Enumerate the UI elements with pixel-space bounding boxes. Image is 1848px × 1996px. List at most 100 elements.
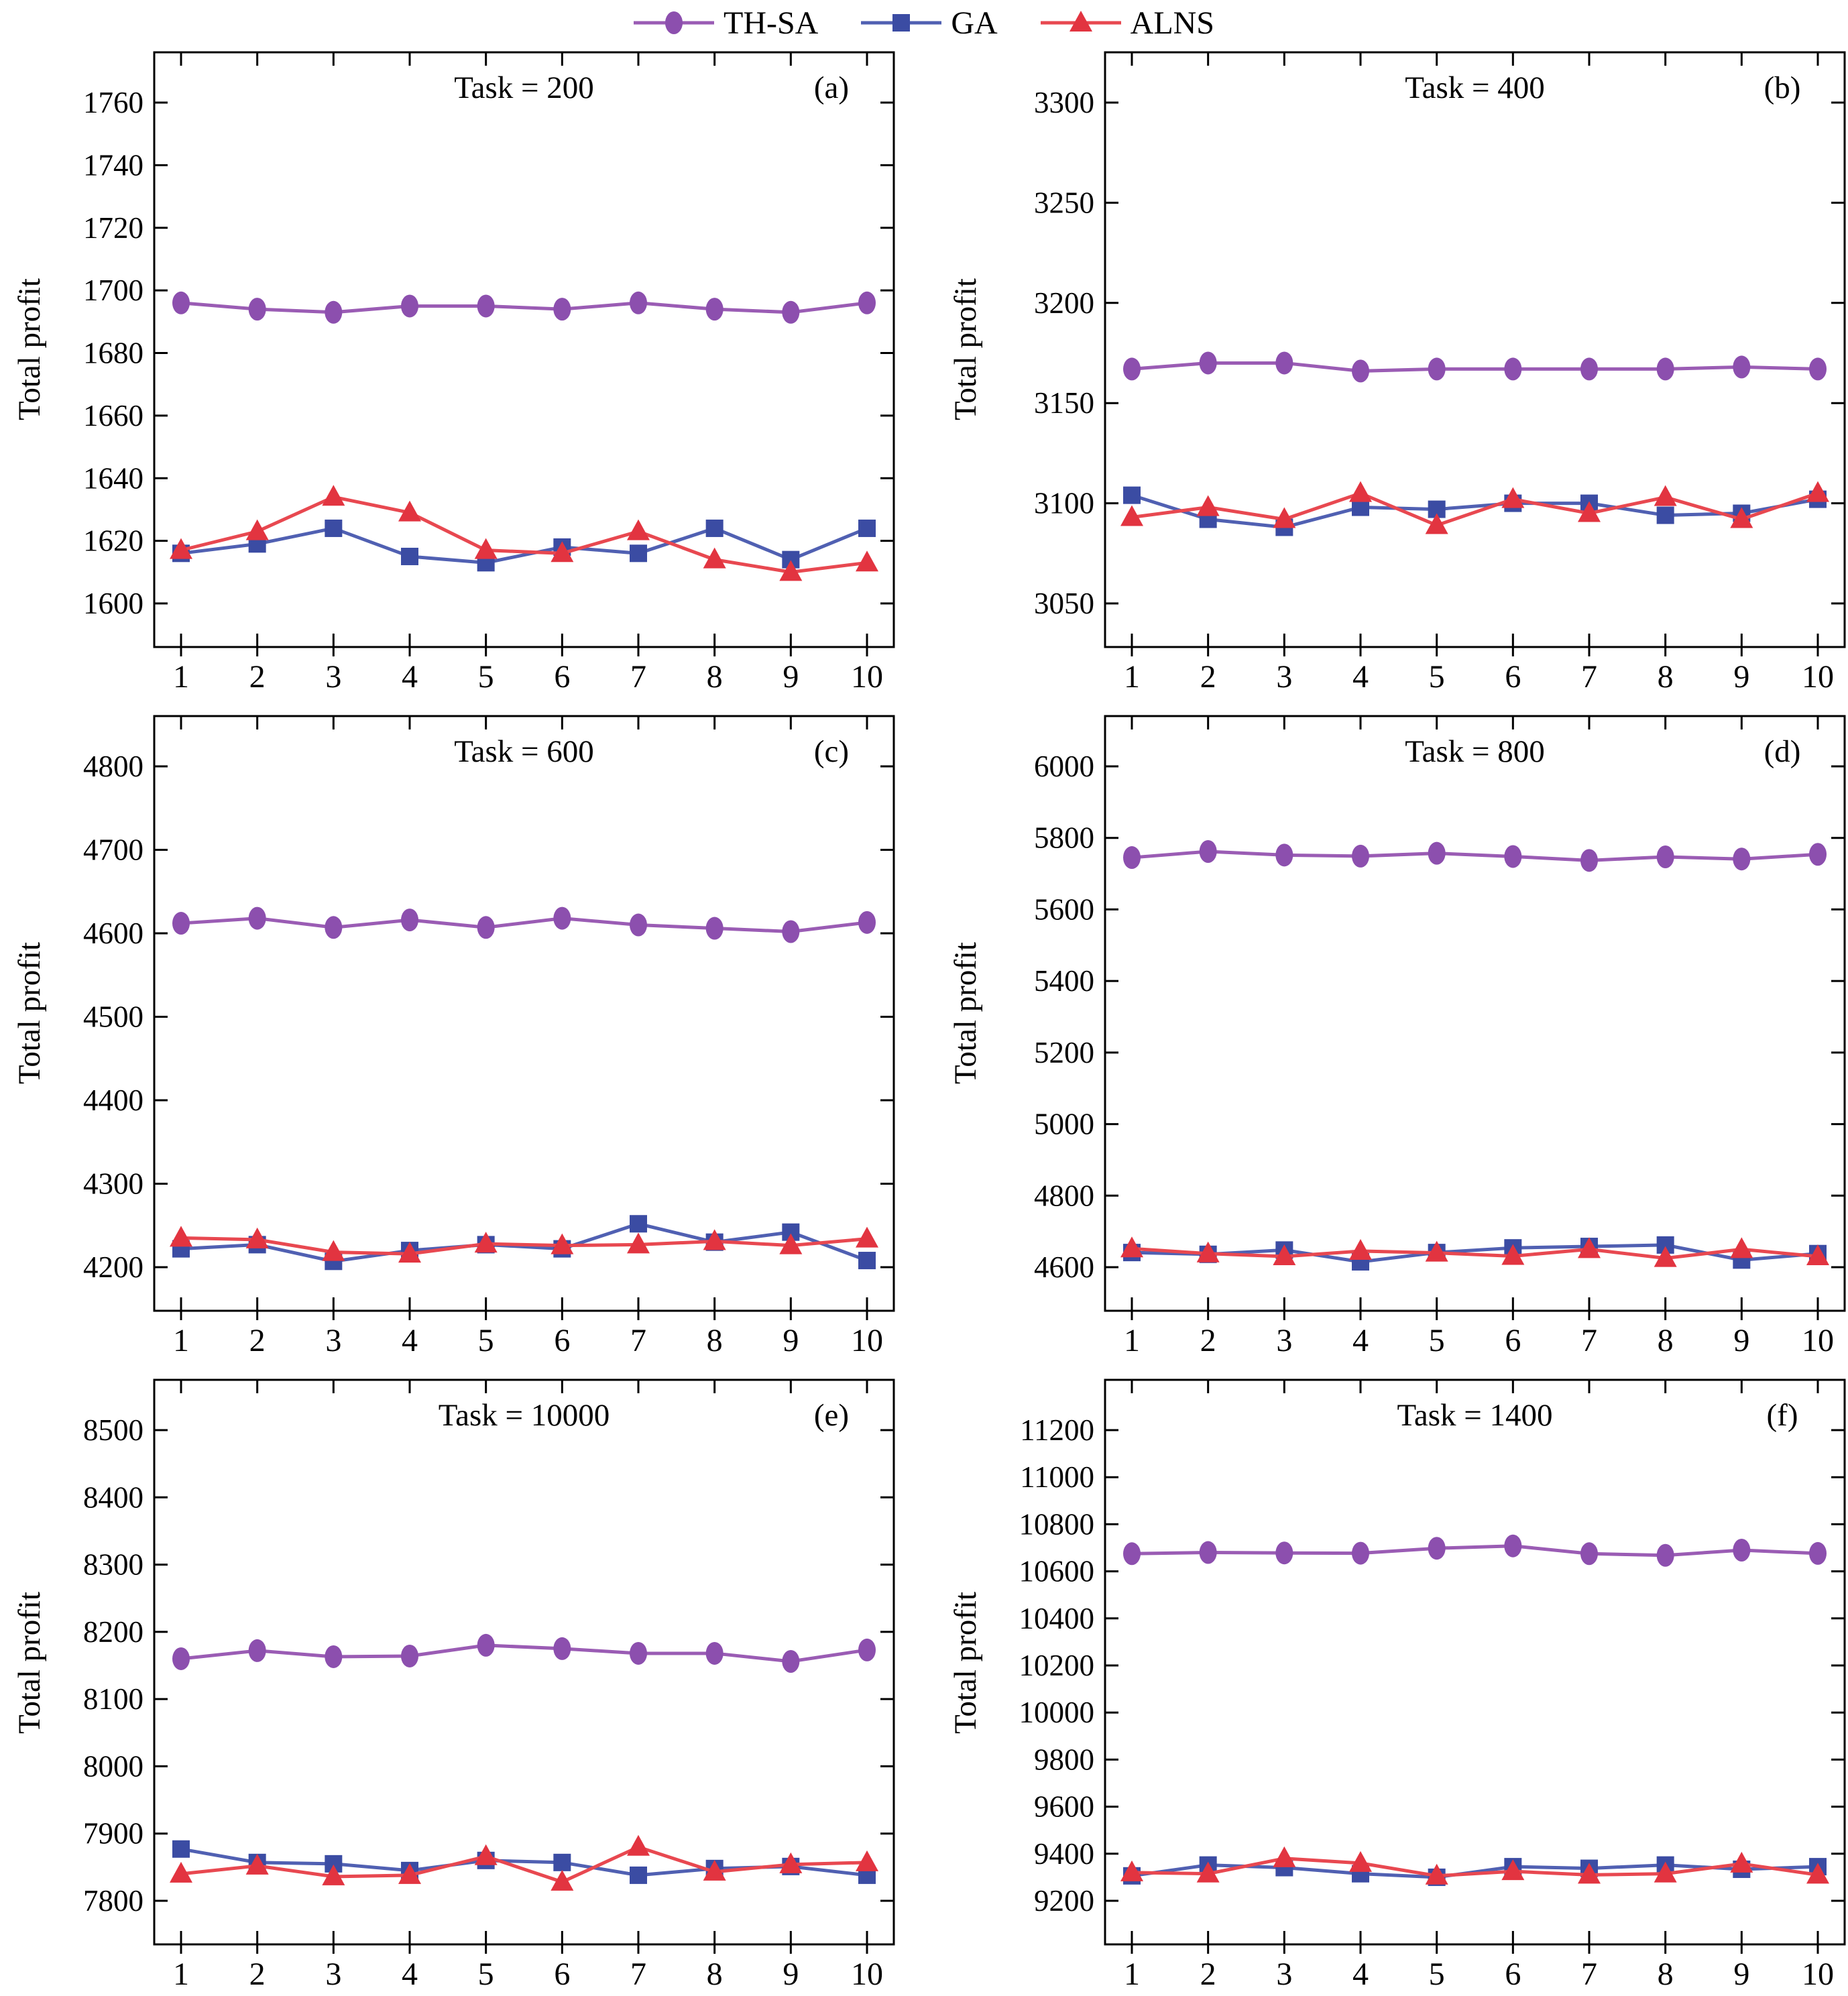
circle-marker xyxy=(705,298,724,321)
circle-marker xyxy=(553,1637,571,1660)
svg-text:5400: 5400 xyxy=(1034,964,1094,998)
svg-text:10: 10 xyxy=(1802,1323,1834,1358)
panel-e-title: Task = 10000 xyxy=(438,1398,610,1433)
triangle-marker xyxy=(856,1850,878,1871)
svg-text:7: 7 xyxy=(1581,1956,1597,1992)
svg-text:2: 2 xyxy=(249,1956,266,1992)
square-marker xyxy=(630,544,647,563)
svg-text:8: 8 xyxy=(707,659,723,695)
series-th-sa xyxy=(172,906,876,943)
triangle-marker xyxy=(170,1226,192,1247)
circle-marker xyxy=(1580,849,1598,872)
triangle-marker xyxy=(170,1861,192,1883)
svg-text:6: 6 xyxy=(554,1323,570,1358)
series-alns xyxy=(170,485,878,581)
circle-marker xyxy=(553,906,571,930)
svg-text:2: 2 xyxy=(1200,659,1216,695)
svg-text:8: 8 xyxy=(1658,1956,1674,1992)
legend-item-ga: GA xyxy=(861,5,998,42)
svg-text:4200: 4200 xyxy=(83,1250,143,1284)
panel-c-letter: (c) xyxy=(813,734,850,769)
circle-marker xyxy=(1809,843,1827,866)
triangle-marker xyxy=(1578,1863,1601,1884)
circle-marker xyxy=(705,917,724,940)
panel-d-letter: (d) xyxy=(1764,734,1801,769)
triangle-marker xyxy=(703,547,726,569)
series-alns xyxy=(1120,481,1829,534)
series-line xyxy=(1131,361,1818,373)
svg-text:4: 4 xyxy=(1352,659,1369,695)
circle-marker xyxy=(782,1649,800,1673)
panel-d-title: Task = 800 xyxy=(1405,734,1545,769)
circle-marker xyxy=(1123,1542,1141,1566)
y-tick-labels: 4200 4300 4400 4500 4600 4700 4800 xyxy=(83,750,143,1284)
circle-marker xyxy=(858,1638,876,1661)
svg-text:4: 4 xyxy=(1352,1956,1369,1992)
triangle-marker xyxy=(779,1852,803,1873)
x-tick-labels: 1 2 3 4 5 6 7 8 9 10 xyxy=(1124,1956,1834,1992)
square-marker xyxy=(892,14,911,32)
circle-marker xyxy=(325,1645,343,1668)
svg-text:7: 7 xyxy=(1581,659,1597,695)
series-line xyxy=(180,1643,868,1663)
circle-marker xyxy=(1123,357,1141,381)
triangle-marker xyxy=(474,538,498,559)
series-line xyxy=(180,1847,868,1877)
alns-line-triangle-icon xyxy=(1040,11,1121,32)
triangle-marker xyxy=(1806,1863,1829,1884)
svg-text:3: 3 xyxy=(1276,1956,1292,1992)
series-line xyxy=(180,1845,868,1884)
triangle-marker xyxy=(1425,1863,1448,1885)
triangle-marker xyxy=(1069,11,1092,32)
svg-text:1740: 1740 xyxy=(83,148,143,182)
series-alns xyxy=(170,1834,878,1891)
triangle-marker xyxy=(1425,513,1448,534)
svg-text:11200: 11200 xyxy=(1020,1413,1094,1447)
square-marker xyxy=(705,519,724,537)
svg-text:4: 4 xyxy=(402,1323,418,1358)
triangle-marker xyxy=(245,1853,269,1875)
plot-area: 9200 9400 9600 9800 10000 10200 10400 10600 1080… xyxy=(1019,1378,1846,1992)
triangle-marker xyxy=(1120,1860,1143,1881)
circle-marker xyxy=(1199,351,1217,375)
plot-box xyxy=(153,51,895,648)
panel-b: 3050 3100 3150 3200 3250 3300 1 2 3 4 5 6 7 8 9 10 Task… xyxy=(924,47,1848,707)
circle-marker xyxy=(1123,846,1141,870)
svg-text:4400: 4400 xyxy=(83,1083,143,1117)
triangle-marker xyxy=(1501,487,1525,508)
triangle-marker xyxy=(398,500,421,522)
svg-text:9: 9 xyxy=(783,659,799,695)
triangle-marker xyxy=(322,1240,345,1261)
svg-text:9: 9 xyxy=(1733,659,1749,695)
plot-area: 1600 1620 1640 1660 1680 1700 1720 1740 1760 1 2 3 4… xyxy=(83,51,895,695)
legend-item-th-sa: TH-SA xyxy=(634,5,818,42)
svg-text:3: 3 xyxy=(325,659,341,695)
circle-marker xyxy=(172,291,190,314)
circle-marker xyxy=(858,291,876,314)
triangle-marker xyxy=(1120,1236,1143,1258)
triangle-marker xyxy=(474,1844,498,1865)
triangle-marker xyxy=(1196,495,1220,516)
circle-marker xyxy=(1428,841,1446,865)
y-tick-labels: 1600 1620 1640 1660 1680 1700 1720 1740 1760 xyxy=(83,86,143,620)
x-tick-labels: 1 2 3 4 5 6 7 8 9 10 xyxy=(173,1956,883,1992)
circle-marker xyxy=(1580,357,1598,381)
triangle-marker xyxy=(1730,1237,1753,1258)
plot-a: 1600 1620 1640 1660 1680 1700 1720 1740 1760 1 2 3 4… xyxy=(83,51,895,695)
triangle-marker xyxy=(1273,1244,1296,1265)
circle-marker xyxy=(1809,357,1827,381)
circle-marker xyxy=(248,1639,266,1662)
x-tick-labels: 1 2 3 4 5 6 7 8 9 10 xyxy=(1124,659,1834,695)
square-marker xyxy=(401,547,418,565)
series-line xyxy=(180,301,868,314)
svg-text:4800: 4800 xyxy=(83,750,143,783)
circle-marker xyxy=(1504,357,1522,381)
svg-text:7800: 7800 xyxy=(83,1884,143,1918)
circle-marker xyxy=(630,1641,647,1665)
triangle-marker xyxy=(1806,1244,1829,1265)
svg-text:10400: 10400 xyxy=(1019,1602,1095,1635)
series-th-sa xyxy=(1123,1534,1827,1567)
circle-marker xyxy=(1504,1534,1522,1558)
series-line xyxy=(1131,849,1818,862)
